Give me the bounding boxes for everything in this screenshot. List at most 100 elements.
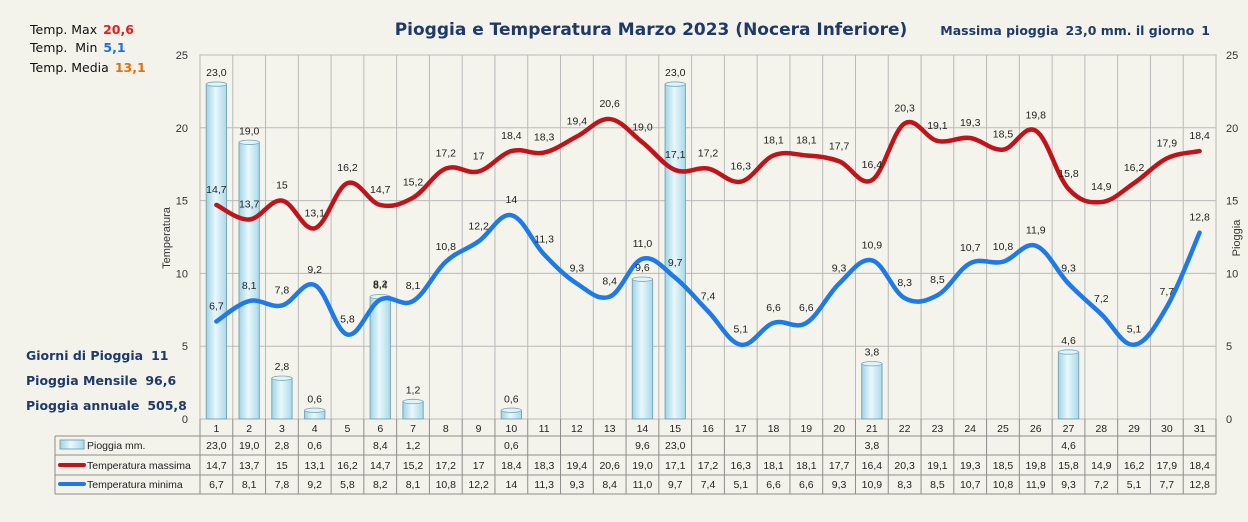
tmin-point bbox=[313, 284, 316, 286]
tmax-point bbox=[281, 199, 283, 202]
x-tick-label: 1 bbox=[213, 423, 219, 435]
table-cell: 19,0 bbox=[632, 460, 653, 472]
table-cell: 17,2 bbox=[698, 460, 719, 472]
tmax-point bbox=[215, 204, 218, 206]
table-cell: 8,3 bbox=[897, 479, 912, 491]
rain-bar-label: 8,4 bbox=[373, 280, 388, 292]
table-cell: 5,8 bbox=[340, 479, 355, 491]
x-tick-label: 21 bbox=[866, 423, 878, 435]
table-cell: 17,7 bbox=[829, 460, 850, 472]
y-tick-left: 25 bbox=[176, 50, 188, 62]
table-cell: 20,6 bbox=[599, 460, 620, 472]
tmin-data-label: 10,8 bbox=[436, 241, 457, 253]
table-cell: 9,6 bbox=[635, 440, 650, 452]
tmax-point bbox=[805, 154, 808, 157]
tmax-point bbox=[248, 218, 250, 221]
tmin-data-label: 6,6 bbox=[766, 302, 781, 314]
x-tick-label: 10 bbox=[506, 423, 518, 435]
table-cell: 20,3 bbox=[894, 460, 915, 472]
tmin-data-label: 8,4 bbox=[602, 276, 617, 288]
temp-stats: Temp. Max 20,6 Temp. Min 5,1 Temp. Media 13… bbox=[29, 22, 146, 75]
temp-avg-stat: Temp. Media 13,1 bbox=[29, 60, 146, 75]
rain-bar-cap bbox=[664, 81, 686, 87]
tmin-data-label: 7,4 bbox=[701, 290, 716, 302]
table-cell: 10,7 bbox=[960, 479, 981, 491]
tmax-point bbox=[1166, 157, 1168, 160]
tmax-data-label: 17,7 bbox=[829, 140, 850, 152]
table-cell: 17 bbox=[473, 460, 485, 472]
y-tick-left: 0 bbox=[182, 414, 188, 426]
tmax-data-label: 20,6 bbox=[599, 98, 620, 110]
table-cell: 18,1 bbox=[796, 460, 817, 472]
table-cell: 15,8 bbox=[1058, 460, 1079, 472]
table-cell: 14 bbox=[506, 479, 518, 491]
rain-bar-label: 4,6 bbox=[1061, 335, 1076, 347]
tmax-data-label: 19,4 bbox=[567, 116, 588, 128]
tmin-point bbox=[707, 310, 709, 313]
y-tick-left: 20 bbox=[176, 123, 188, 135]
temp-min-label: Temp. Min bbox=[29, 40, 97, 55]
tmax-data-label: 16,2 bbox=[337, 162, 358, 174]
x-tick-label: 28 bbox=[1095, 423, 1107, 435]
max-rain-label: Massima pioggia bbox=[940, 23, 1058, 38]
table-cell: 13,7 bbox=[239, 460, 260, 472]
tmin-data-label: 9,3 bbox=[1061, 263, 1076, 275]
table-cell: 0,6 bbox=[307, 440, 322, 452]
table-cell: 9,3 bbox=[1061, 479, 1076, 491]
tmin-point bbox=[576, 282, 578, 285]
table-cell: 2,8 bbox=[275, 440, 290, 452]
table-cell: 17,1 bbox=[665, 460, 686, 472]
tmin-point bbox=[1198, 231, 1201, 234]
tmin-data-label: 6,6 bbox=[799, 302, 814, 314]
tmax-data-label: 13,1 bbox=[304, 207, 325, 219]
tmin-data-label: 8,3 bbox=[897, 277, 912, 289]
tmax-data-label: 16,4 bbox=[862, 159, 883, 171]
tmin-point bbox=[248, 300, 250, 302]
table-cell: 10,8 bbox=[436, 479, 457, 491]
chart-title: Pioggia e Temperatura Marzo 2023 (Nocera… bbox=[395, 20, 908, 40]
y-tick-right: 20 bbox=[1226, 123, 1238, 135]
tmax-data-label: 18,3 bbox=[534, 132, 555, 144]
table-cell: 7,4 bbox=[701, 479, 716, 491]
tmax-data-label: 17,2 bbox=[698, 148, 719, 160]
tmax-point bbox=[477, 170, 480, 173]
x-tick-label: 23 bbox=[932, 423, 944, 435]
tmax-data-label: 15,2 bbox=[403, 177, 424, 189]
table-cell: 23,0 bbox=[665, 440, 686, 452]
x-tick-label: 7 bbox=[410, 423, 416, 435]
x-tick-label: 13 bbox=[604, 423, 616, 435]
tmax-point bbox=[1067, 188, 1070, 190]
x-tick-label: 12 bbox=[571, 423, 583, 435]
y-axis-right-label: Pioggia bbox=[1231, 219, 1243, 257]
tmin-point bbox=[936, 294, 939, 297]
tmax-point bbox=[510, 150, 513, 152]
table-cell: 19,8 bbox=[1026, 460, 1047, 472]
table-cell: 6,7 bbox=[209, 479, 224, 491]
table-cell: 7,7 bbox=[1160, 479, 1175, 491]
temp-min-value: 5,1 bbox=[103, 40, 125, 55]
y-axis-left-label: Temperatura bbox=[161, 206, 173, 269]
tmin-data-label: 11,3 bbox=[534, 233, 554, 245]
tmin-data-label: 5,1 bbox=[1127, 324, 1142, 336]
table-cell: 19,0 bbox=[239, 440, 260, 452]
y-tick-left: 10 bbox=[176, 268, 188, 280]
x-tick-label: 27 bbox=[1063, 423, 1075, 435]
tmax-data-label: 19,0 bbox=[632, 121, 653, 133]
tmin-data-label: 7,2 bbox=[1094, 293, 1109, 305]
table-cell: 12,8 bbox=[1189, 479, 1210, 491]
tmin-data-label: 7,8 bbox=[275, 284, 290, 296]
rain-bar bbox=[402, 401, 424, 420]
tmin-point bbox=[641, 258, 644, 260]
table-cell: 19,3 bbox=[960, 460, 981, 472]
y-tick-left: 5 bbox=[182, 341, 188, 353]
tmax-data-label: 15 bbox=[276, 180, 288, 192]
tmax-data-label: 18,4 bbox=[1189, 130, 1210, 142]
plot-frame bbox=[199, 54, 1217, 420]
table-cell: 8,4 bbox=[373, 440, 388, 452]
tmin-point bbox=[412, 300, 414, 302]
x-tick-label: 17 bbox=[735, 423, 747, 435]
tmin-point bbox=[1034, 244, 1037, 247]
axes: 0 0 5 5 10 10 15 15 20 20 25 25 bbox=[176, 50, 1239, 426]
rain-year-label: Pioggia annuale bbox=[26, 398, 139, 413]
